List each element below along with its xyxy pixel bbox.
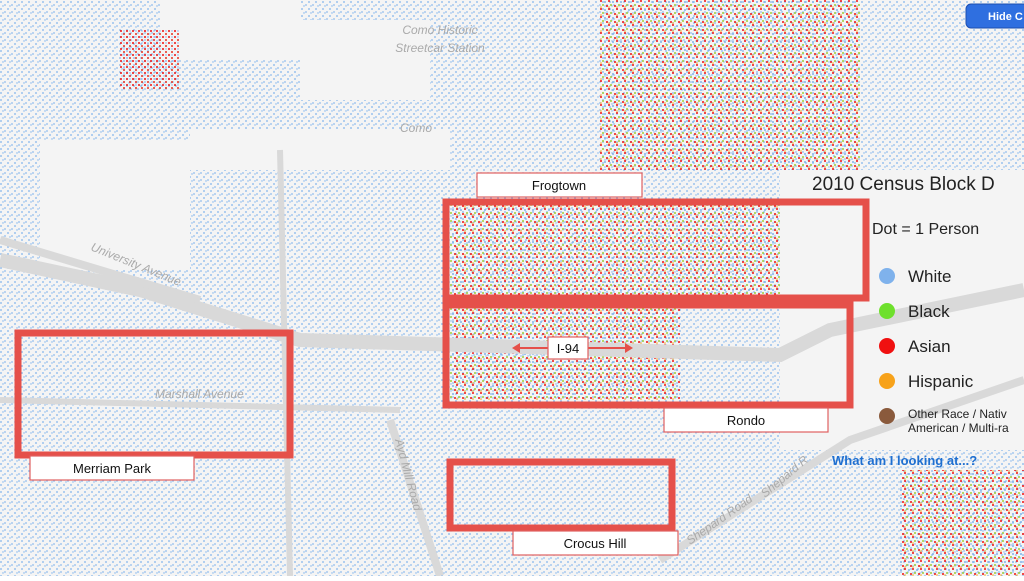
legend-title: 2010 Census Block D bbox=[812, 174, 995, 195]
map-label: Como bbox=[400, 121, 432, 135]
legend-label: Asian bbox=[908, 337, 951, 356]
label-box bbox=[476, 172, 643, 198]
label-box bbox=[512, 530, 679, 556]
annotation: Rondo bbox=[727, 413, 765, 428]
info-link[interactable]: What am I looking at...? bbox=[832, 453, 977, 468]
crocus-box bbox=[446, 458, 676, 532]
label-box bbox=[663, 407, 829, 433]
legend-items: White Black Asian Hispanic Other Race / Nati… bbox=[879, 267, 1009, 435]
frogtown-box bbox=[442, 198, 870, 302]
legend-label: American / Multi-ra bbox=[908, 421, 1009, 435]
legend-label: Hispanic bbox=[908, 372, 974, 391]
legend-label: Black bbox=[908, 302, 950, 321]
legend-swatch bbox=[879, 373, 895, 389]
button-label[interactable]: Hide C bbox=[988, 11, 1023, 23]
hide-button[interactable]: Hide C bbox=[965, 3, 1024, 29]
rondo-box bbox=[442, 301, 854, 409]
legend-swatch bbox=[879, 338, 895, 354]
label-box bbox=[547, 336, 589, 360]
annotations: Frogtown I-94 Rondo Merriam Park Crocus … bbox=[14, 172, 870, 556]
map-label: Marshall Avenue bbox=[155, 387, 244, 401]
map-label: Como Historic bbox=[402, 23, 477, 37]
legend-swatch bbox=[879, 303, 895, 319]
annotation: I-94 bbox=[557, 341, 579, 356]
legend-label: Other Race / Nativ bbox=[908, 407, 1007, 421]
annotation: Frogtown bbox=[532, 178, 586, 193]
map-label: Streetcar Station bbox=[395, 41, 485, 55]
legend-swatch bbox=[879, 408, 895, 424]
label-box bbox=[29, 455, 195, 481]
annotation: Crocus Hill bbox=[564, 536, 627, 551]
legend: 2010 Census Block D Dot = 1 Person White… bbox=[812, 174, 1009, 468]
legend-label: White bbox=[908, 267, 951, 286]
annotation: Merriam Park bbox=[73, 461, 152, 476]
legend-subtitle: Dot = 1 Person bbox=[872, 221, 979, 238]
merriam-box bbox=[14, 329, 294, 459]
legend-swatch bbox=[879, 268, 895, 284]
